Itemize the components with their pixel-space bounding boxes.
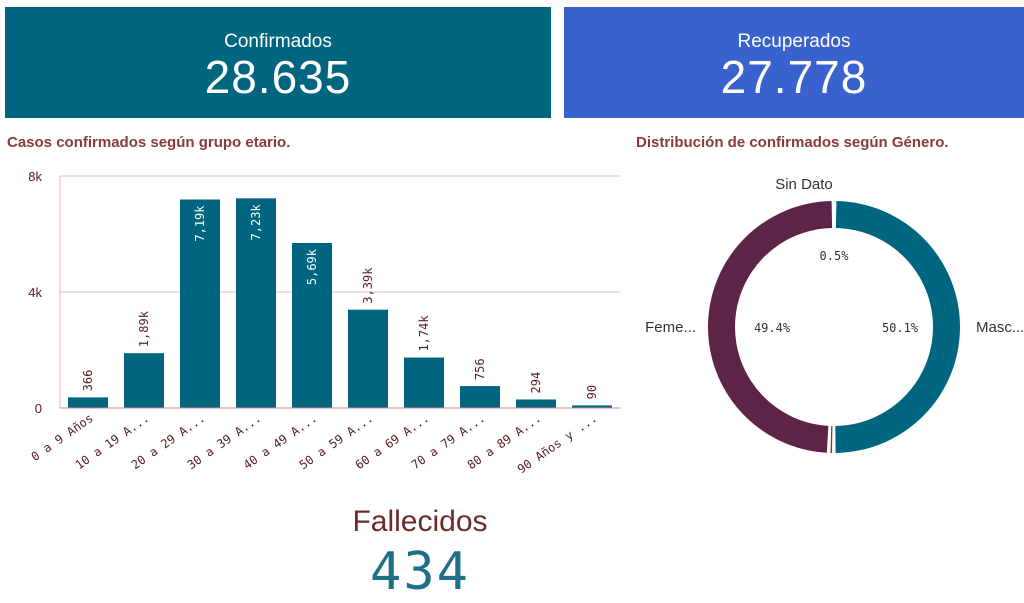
bar[interactable] [460,386,500,408]
bar[interactable] [572,405,612,408]
slice-percent-label: 0.5% [820,249,850,263]
bar[interactable] [516,399,556,408]
donut-slice[interactable] [707,201,833,453]
bar-value-label: 366 [81,370,95,392]
bar-value-label: 3,39k [361,267,375,304]
y-tick-label: 0 [35,401,42,416]
bar[interactable] [404,357,444,408]
donut-chart-title: Distribución de confirmados según Género… [636,134,949,151]
fallecidos-label: Fallecidos [352,505,488,538]
bar-value-label: 756 [473,358,487,380]
slice-percent-label: 49.4% [754,321,791,335]
bar[interactable] [124,353,164,408]
kpi-confirmados-label: Confirmados [224,31,332,52]
bar-chart-title: Casos confirmados según grupo etario. [7,134,291,151]
bar-value-label: 7,23k [249,204,263,241]
bar-value-label: 1,74k [417,315,431,352]
donut-slice[interactable] [835,201,961,453]
bar-value-label: 7,19k [193,205,207,242]
donut-slice[interactable] [830,425,833,453]
bar-value-label: 90 [585,385,599,399]
gender-donut-chart[interactable]: Sin Dato Masc... Feme... 0.5% 50.1% 49.4% [630,165,1024,465]
bar[interactable] [348,309,388,408]
y-tick-label: 4k [28,285,42,300]
slice-name-label: Masc... [976,319,1024,336]
slice-name-label: Sin Dato [775,176,833,193]
kpi-recuperados-value: 27.778 [720,51,868,103]
bar[interactable] [292,242,332,408]
y-tick-label: 8k [28,169,42,184]
bar-value-label: 5,69k [305,248,319,285]
bar[interactable] [236,198,276,408]
kpi-recuperados-label: Recuperados [737,31,851,52]
bar[interactable] [180,199,220,408]
bar-value-label: 294 [529,372,543,394]
kpi-recuperados: Recuperados 27.778 [564,7,1024,118]
slice-percent-label: 50.1% [882,321,919,335]
kpi-confirmados: Confirmados 28.635 [5,7,551,118]
bar[interactable] [68,397,108,408]
fallecidos-value: 434 [370,542,470,602]
slice-name-label: Feme... [645,319,696,336]
kpi-confirmados-value: 28.635 [204,51,352,103]
bar-value-label: 1,89k [137,310,151,347]
